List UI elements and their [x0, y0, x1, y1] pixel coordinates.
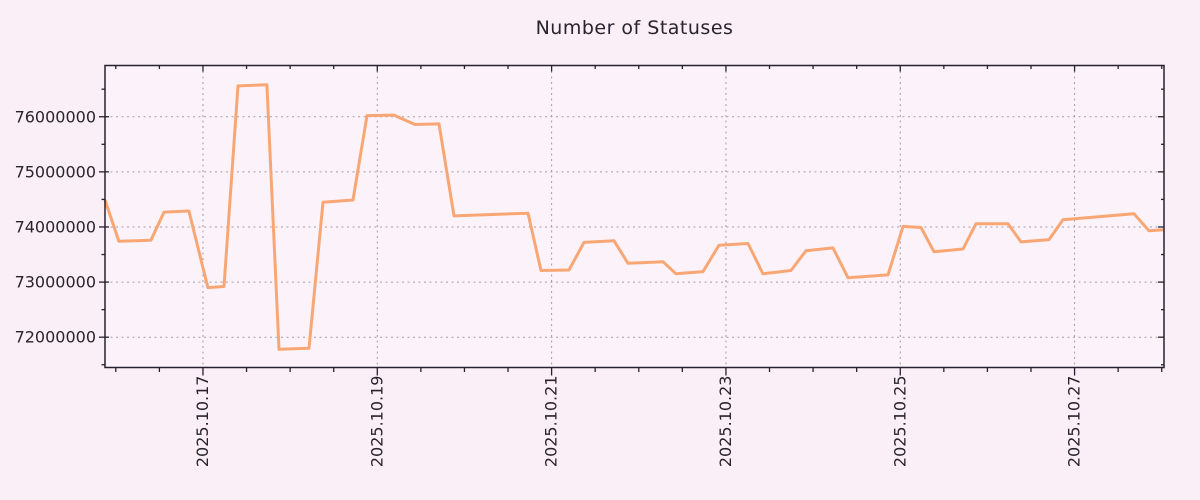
plot-area: [105, 65, 1164, 368]
plot-border: [104, 64, 1165, 369]
data-line: [103, 83, 1165, 351]
y-tick-label: 75000000: [15, 162, 96, 181]
y-tick-label: 76000000: [15, 107, 96, 126]
y-tick-label: 73000000: [15, 273, 96, 292]
x-tick-label: 2025.10.23: [716, 376, 735, 468]
chart-title: Number of Statuses: [535, 17, 734, 39]
y-tick-label: 72000000: [15, 328, 96, 347]
x-tick-label: 2025.10.19: [367, 376, 386, 468]
x-tick-label: 2025.10.17: [193, 376, 212, 468]
x-tick-label: 2025.10.25: [890, 376, 909, 468]
x-tick-label: 2025.10.21: [542, 376, 561, 468]
y-tick-label: 74000000: [15, 217, 96, 236]
x-tick-label: 2025.10.27: [1065, 376, 1084, 468]
